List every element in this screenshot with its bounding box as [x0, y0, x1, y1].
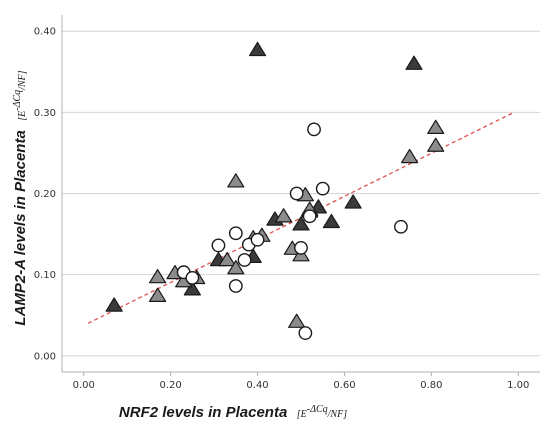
y-axis-unit-sup: -ΔCq: [12, 90, 23, 111]
data-point-open-circle: [307, 122, 321, 137]
y-tick-label: 0.40: [34, 27, 56, 38]
x-tick-label: 1.00: [507, 380, 529, 391]
data-point-gray-triangle: [227, 260, 245, 275]
data-point-gray-triangle: [401, 148, 419, 164]
x-tick-label: 0.00: [73, 380, 95, 391]
data-point-dark-triangle: [183, 281, 201, 296]
data-point-gray-triangle: [149, 268, 167, 284]
y-axis-unit-tail: /NF]: [17, 70, 28, 91]
data-point-gray-triangle: [427, 137, 445, 152]
data-point-open-circle: [228, 226, 243, 241]
x-tick-label: 0.60: [333, 380, 355, 391]
x-axis-unit-sup: -ΔCq: [307, 404, 328, 415]
data-point-dark-triangle: [248, 41, 267, 57]
y-tick-label: 0.00: [34, 351, 56, 362]
data-point-dark-triangle: [105, 297, 123, 312]
data-point-dark-triangle: [322, 213, 341, 229]
x-axis-label: NRF2 levels in Placenta: [119, 404, 287, 421]
x-tick-label: 0.20: [160, 380, 182, 391]
data-point-gray-triangle: [218, 251, 236, 267]
data-point-open-circle: [250, 232, 265, 247]
data-points: [105, 41, 445, 340]
x-axis-unit-tail: /NF]: [327, 409, 348, 420]
data-point-gray-triangle: [427, 119, 445, 135]
y-tick-label: 0.30: [34, 108, 56, 119]
data-point-open-circle: [289, 186, 304, 201]
y-axis-label: LAMP2-A levels in Placenta: [12, 130, 29, 325]
data-point-open-circle: [294, 240, 308, 255]
data-point-dark-triangle: [292, 216, 310, 231]
x-axis-title: NRF2 levels in Placenta [E-ΔCq/NF]: [119, 404, 347, 421]
data-point-gray-triangle: [149, 287, 167, 302]
data-point-open-circle: [211, 238, 226, 253]
regression-line: [87, 111, 515, 324]
data-point-open-circle: [185, 270, 200, 285]
axes: [61, 15, 540, 376]
data-point-dark-triangle: [405, 55, 423, 70]
trendline: [87, 111, 515, 324]
data-point-gray-triangle: [275, 208, 293, 223]
data-point-gray-triangle: [288, 313, 306, 328]
x-tick-label: 0.40: [246, 380, 268, 391]
y-tick-label: 0.10: [34, 270, 56, 281]
x-axis-unit: [E: [297, 409, 307, 420]
data-point-gray-triangle: [227, 173, 245, 188]
x-tick-labels: 0.00 0.20 0.40 0.60 0.80 1.00: [73, 380, 530, 391]
x-tick-label: 0.80: [420, 380, 442, 391]
y-tick-label: 0.20: [34, 189, 56, 200]
data-point-open-circle: [302, 209, 317, 224]
y-axis-unit: [E: [17, 111, 28, 121]
data-point-open-circle: [315, 181, 330, 196]
data-point-dark-triangle: [344, 194, 362, 209]
data-point-open-circle: [237, 253, 252, 267]
y-tick-labels: 0.00 0.10 0.20 0.30 0.40: [34, 27, 56, 363]
data-point-open-circle: [394, 219, 408, 234]
y-axis-title: LAMP2-A levels in Placenta [E-ΔCq/NF]: [12, 70, 29, 325]
data-point-open-circle: [298, 326, 313, 340]
data-point-open-circle: [228, 279, 243, 293]
